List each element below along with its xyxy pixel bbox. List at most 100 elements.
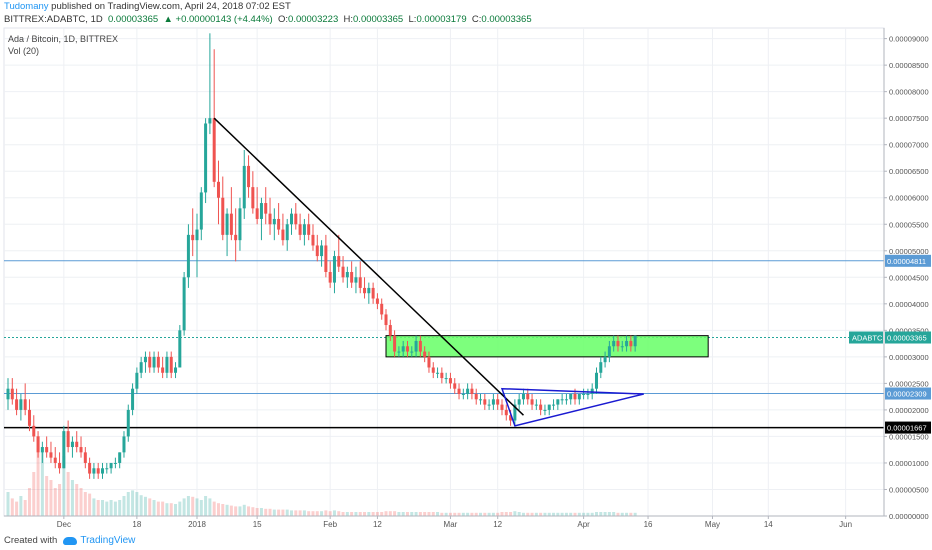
volume-bar [6, 492, 10, 516]
candle-body [423, 351, 427, 357]
volume-bar [444, 512, 448, 516]
candle-body [113, 462, 117, 464]
candle-body [457, 388, 461, 394]
volume-bar [534, 512, 538, 516]
volume-bar [311, 511, 315, 516]
legend-volume: Vol (20) [8, 46, 40, 56]
candle-body [199, 192, 203, 230]
candle-body [135, 372, 139, 389]
candle-body [414, 340, 418, 352]
volume-bar [332, 510, 336, 516]
volume-bar [431, 512, 435, 516]
volume-bar [174, 504, 178, 516]
volume-bar [247, 506, 251, 516]
candle-body [388, 325, 392, 336]
volume-bar [448, 512, 452, 516]
tradingview-logo[interactable]: TradingView [63, 535, 135, 546]
candle-body [384, 314, 388, 326]
candle-body [58, 462, 62, 469]
volume-bar [479, 512, 483, 516]
plot-area [3, 27, 885, 517]
volume-bar [19, 496, 23, 516]
candle-body [401, 346, 405, 352]
candle-body [341, 266, 345, 278]
candle-body [19, 399, 23, 410]
volume-bar [225, 504, 229, 516]
volume-bar [500, 512, 504, 516]
volume-bar [586, 512, 590, 516]
y-tick-label: 0.00007000 [889, 141, 929, 150]
x-tick-label: Feb [323, 520, 337, 529]
candle-body [109, 462, 113, 469]
open-value: 0.00003223 [288, 14, 339, 25]
volume-bar [341, 512, 345, 516]
price-label-bg [885, 421, 931, 434]
volume-bar [569, 512, 573, 516]
candle-body [500, 404, 504, 410]
candle-body [174, 367, 178, 373]
volume-bar [96, 500, 100, 516]
y-tick-label: 0.00003000 [889, 353, 929, 362]
y-tick-label: 0.00003500 [889, 326, 929, 335]
volume-bar [560, 512, 564, 516]
volume-bar [483, 512, 487, 516]
candle-body [100, 468, 105, 474]
volume-bar [302, 510, 306, 516]
candle-body [504, 409, 508, 416]
volume-bar [10, 498, 14, 516]
price-label-bg [885, 387, 931, 400]
x-tick-label: 18 [132, 520, 141, 529]
candle-body [375, 298, 379, 304]
candle-body [350, 272, 354, 283]
volume-bar [393, 511, 397, 516]
volume-bar [315, 511, 319, 516]
candle-body [586, 394, 590, 395]
candle-body [440, 372, 444, 379]
volume-bar [15, 501, 19, 516]
volume-bar [88, 493, 92, 516]
candle-body [612, 340, 616, 347]
volume-bar [453, 512, 457, 516]
candle-body [32, 425, 36, 437]
cloud-icon [63, 536, 78, 545]
candle-body [315, 245, 319, 257]
candle-body [427, 356, 431, 368]
volume-bar [169, 503, 173, 516]
candle-body [212, 118, 216, 182]
candle-body [191, 234, 195, 241]
volume-bar [457, 512, 461, 516]
volume-bar [337, 511, 341, 516]
candle-body [491, 399, 495, 405]
volume-bar [75, 484, 79, 516]
candle-body [70, 441, 74, 448]
volume-bar [401, 512, 405, 516]
volume-bar [105, 501, 109, 516]
volume-bar [616, 512, 620, 516]
volume-bar [397, 512, 401, 516]
y-tick-label: 0.00006000 [889, 194, 929, 203]
y-tick-label: 0.00006500 [889, 167, 929, 176]
candle-body [105, 468, 109, 470]
candle-body [603, 356, 607, 363]
volume-bar [264, 508, 268, 516]
volume-bar [461, 512, 465, 516]
candle-body [470, 388, 474, 394]
candle-body [599, 362, 603, 373]
candle-body [496, 399, 500, 405]
trend-line [213, 117, 524, 416]
volume-bar [423, 512, 427, 516]
volume-bar [517, 512, 521, 516]
candle-body [573, 394, 577, 400]
candle-body [66, 431, 70, 448]
candle-body [285, 224, 289, 241]
candle-body [307, 224, 311, 235]
volume-bar [599, 512, 603, 516]
candle-body [564, 399, 568, 401]
author-link[interactable]: Tudomany [4, 1, 49, 12]
candle-body [582, 394, 586, 395]
candle-body [79, 447, 83, 453]
low-label: L: [408, 14, 417, 25]
x-tick-label: 16 [644, 520, 653, 529]
volume-bar [216, 503, 220, 516]
